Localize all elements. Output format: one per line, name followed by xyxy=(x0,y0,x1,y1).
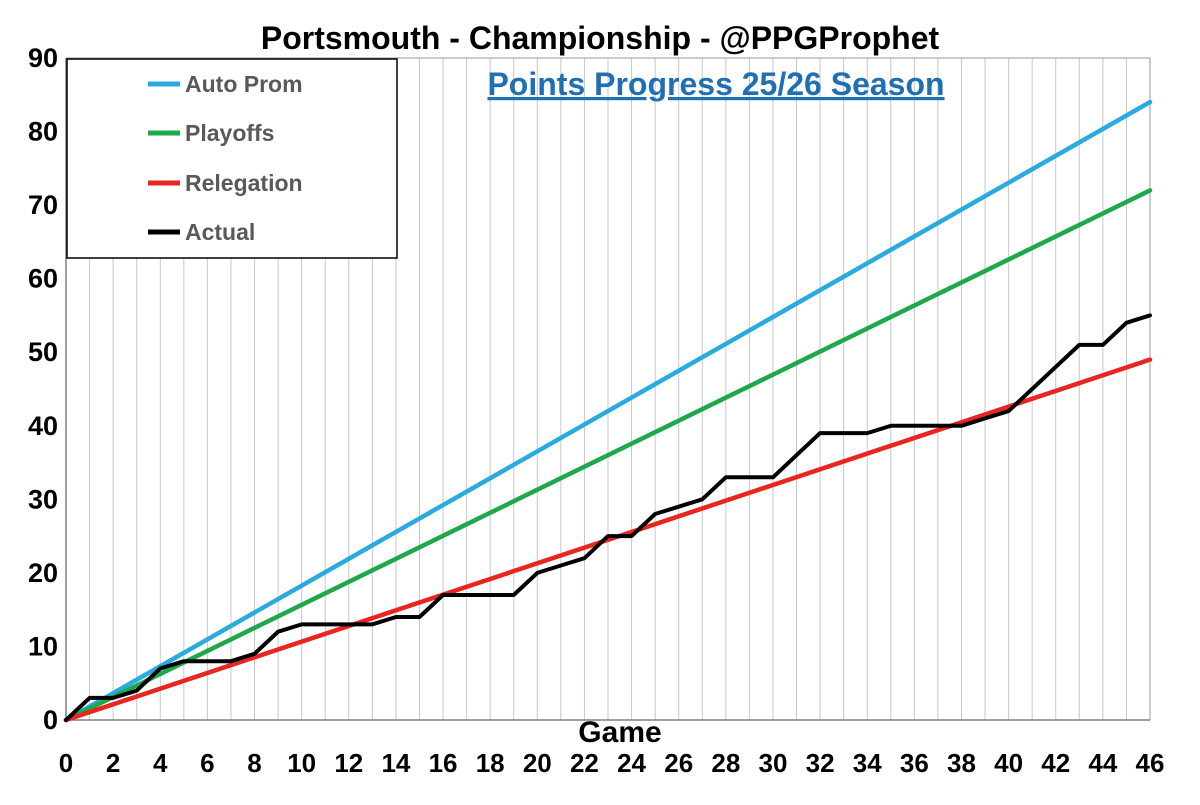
y-tick-label-70: 70 xyxy=(28,190,58,220)
x-axis-label: Game xyxy=(578,716,661,749)
series-layer xyxy=(63,99,1153,723)
y-tick-label-90: 90 xyxy=(28,43,58,73)
legend: Auto Prom Playoffs Relegation Actual xyxy=(66,58,398,259)
series-line-auto-prom xyxy=(63,99,1153,723)
x-tick-label-46: 46 xyxy=(1136,748,1165,778)
x-tick-label-8: 8 xyxy=(247,748,261,778)
x-tick-label-16: 16 xyxy=(429,748,458,778)
legend-box xyxy=(66,58,398,259)
x-tick-label-20: 20 xyxy=(523,748,552,778)
y-tick-label-20: 20 xyxy=(28,558,58,588)
x-tick-label-34: 34 xyxy=(853,748,882,778)
x-tick-label-2: 2 xyxy=(106,748,120,778)
x-tick-label-30: 30 xyxy=(758,748,787,778)
y-tick-label-30: 30 xyxy=(28,484,58,514)
x-tick-label-44: 44 xyxy=(1088,748,1117,778)
y-tick-label-10: 10 xyxy=(28,631,58,661)
x-tick-label-24: 24 xyxy=(617,748,646,778)
legend-label-relegation: Relegation xyxy=(185,170,303,196)
x-tick-label-36: 36 xyxy=(900,748,929,778)
legend-items: Auto Prom Playoffs Relegation Actual xyxy=(148,71,303,245)
x-tick-label-14: 14 xyxy=(381,748,410,778)
x-tick-label-38: 38 xyxy=(947,748,976,778)
x-tick-label-18: 18 xyxy=(476,748,505,778)
legend-label-auto-prom: Auto Prom xyxy=(185,71,303,97)
chart-title: Portsmouth - Championship - @PPGProphet xyxy=(261,20,940,56)
legend-label-actual: Actual xyxy=(185,219,255,245)
y-tick-label-80: 80 xyxy=(28,117,58,147)
series-line-actual xyxy=(64,313,1152,722)
x-tick-label-26: 26 xyxy=(664,748,693,778)
chart-subtitle: Points Progress 25/26 Season xyxy=(487,66,944,102)
axis-layer xyxy=(65,57,1151,721)
x-tick-label-40: 40 xyxy=(994,748,1023,778)
y-tick-label-0: 0 xyxy=(43,705,58,735)
x-tick-label-28: 28 xyxy=(711,748,740,778)
series-line-playoffs xyxy=(63,188,1153,723)
x-tick-label-12: 12 xyxy=(334,748,363,778)
x-tick-label-22: 22 xyxy=(570,748,599,778)
x-tick-label-0: 0 xyxy=(59,748,73,778)
x-tick-label-4: 4 xyxy=(153,748,168,778)
x-tick-label-32: 32 xyxy=(806,748,835,778)
x-tick-label-6: 6 xyxy=(200,748,214,778)
legend-label-playoffs: Playoffs xyxy=(185,120,274,146)
series-line-relegation xyxy=(63,357,1153,723)
x-tick-label-10: 10 xyxy=(287,748,316,778)
x-tick-label-42: 42 xyxy=(1041,748,1070,778)
y-tick-label-50: 50 xyxy=(28,337,58,367)
y-tick-label-40: 40 xyxy=(28,411,58,441)
y-tick-label-60: 60 xyxy=(28,264,58,294)
